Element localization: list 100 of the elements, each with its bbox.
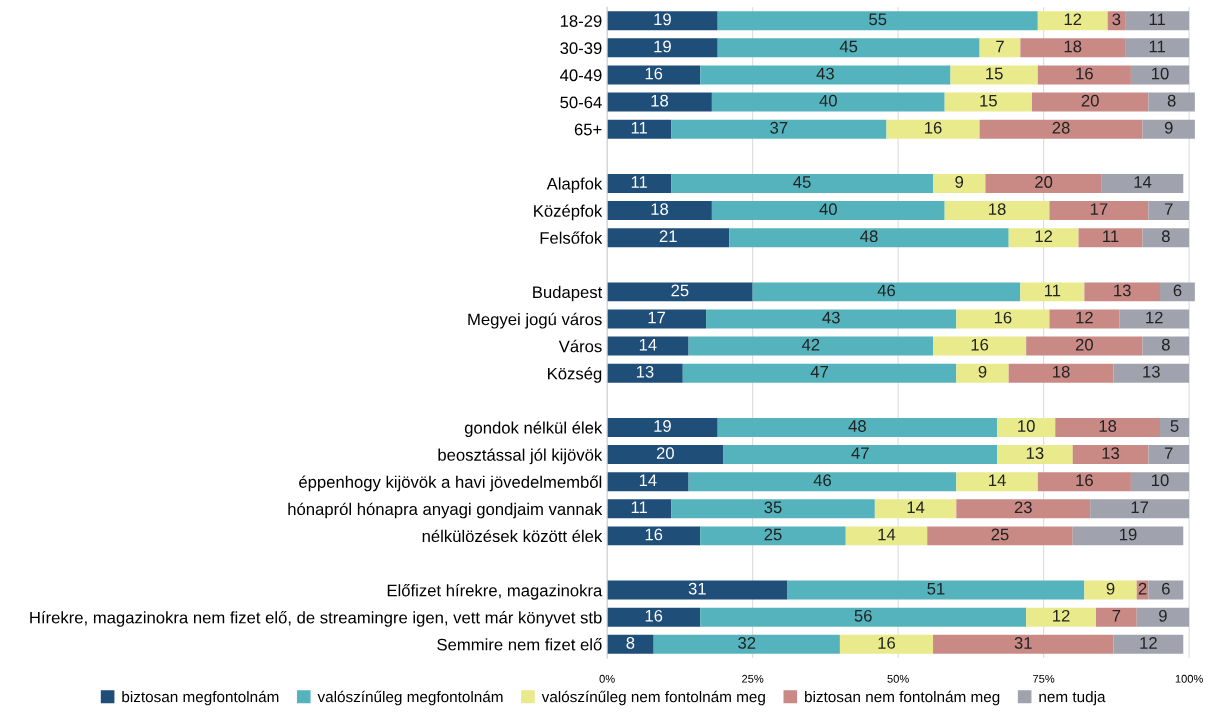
data-label: 14 [639, 474, 657, 486]
data-label: 15 [980, 94, 997, 107]
bar [1148, 445, 1190, 465]
bar [688, 336, 934, 356]
bar [1026, 607, 1096, 627]
bar [1125, 38, 1190, 58]
data-label: 23 [1014, 501, 1032, 514]
data-label: 9 [1159, 609, 1167, 622]
bar [711, 92, 945, 112]
bar [607, 38, 718, 58]
data-label: 16 [971, 338, 989, 351]
y-tick-label: Előfizet hírekre, magazinokra [387, 583, 603, 600]
bar [1160, 417, 1190, 437]
data-label: 18 [1099, 420, 1117, 432]
bar [956, 363, 1009, 383]
bar [1113, 363, 1190, 383]
data-label: 46 [877, 284, 896, 297]
data-label: 9 [955, 176, 964, 188]
bar [607, 228, 730, 248]
bar [1008, 363, 1114, 383]
data-label: 11 [1149, 13, 1165, 26]
bar [1020, 38, 1126, 58]
data-label: 16 [994, 311, 1012, 324]
data-label: 25 [991, 528, 1009, 541]
bar [1072, 526, 1184, 546]
data-label: 46 [813, 474, 831, 487]
data-label: 19 [654, 420, 671, 432]
bar [886, 119, 980, 139]
y-tick-label: Város [558, 339, 602, 353]
bar [729, 228, 1009, 248]
bar [1148, 580, 1184, 600]
data-label: 12 [1035, 230, 1053, 242]
bar [1130, 65, 1190, 85]
data-label: 11 [631, 176, 647, 188]
bar [1026, 336, 1143, 356]
bar [607, 173, 672, 193]
bar [950, 65, 1038, 85]
data-label: 8 [1167, 94, 1176, 107]
data-label: 2 [1138, 582, 1147, 595]
data-label: 7 [996, 40, 1004, 53]
bar [688, 472, 957, 492]
y-tick-label: 30-39 [560, 42, 602, 55]
bar [717, 38, 980, 58]
data-label: 11 [1103, 230, 1119, 242]
data-label: 12 [1053, 609, 1070, 622]
y-tick-label: 18-29 [560, 15, 602, 27]
data-label: 13 [1114, 284, 1131, 297]
bar [682, 363, 957, 383]
data-label: 20 [1035, 176, 1053, 188]
y-tick-label: éppenhogy kijövök a havi jövedelmemből [299, 475, 602, 492]
bar [653, 634, 840, 654]
bar [671, 119, 887, 139]
bar [711, 201, 945, 221]
data-label: 31 [688, 582, 706, 595]
y-tick-label: Semmire nem fizet elő [437, 638, 602, 651]
data-label: 8 [626, 637, 635, 649]
data-label: 12 [1064, 13, 1082, 26]
data-label: 3 [1112, 13, 1121, 26]
data-label: 11 [631, 122, 647, 134]
bar [979, 38, 1021, 58]
x-tick-label: 100% [1175, 674, 1203, 683]
data-label: 11 [1149, 40, 1165, 53]
bar [933, 173, 986, 193]
y-tick-label: beosztással jól kijövök [438, 448, 603, 465]
bar [1119, 309, 1190, 329]
bar [700, 526, 846, 546]
bar [979, 119, 1143, 139]
bar [1160, 282, 1195, 302]
bar [671, 173, 934, 193]
data-label: 13 [1143, 365, 1160, 378]
bar [607, 417, 718, 437]
bar [933, 336, 1027, 356]
bar [944, 201, 1050, 221]
data-label: 9 [1106, 582, 1115, 595]
data-label: 10 [1018, 420, 1035, 432]
bar [607, 309, 707, 329]
data-label: 11 [631, 501, 647, 514]
data-label: 10 [1152, 474, 1169, 487]
bar [944, 92, 1032, 112]
data-label: 16 [645, 528, 663, 541]
bar [1125, 11, 1190, 31]
data-label: 18 [989, 203, 1006, 216]
bar [1130, 472, 1190, 492]
data-label: 6 [1162, 582, 1170, 595]
y-tick-label: Felsőfok [540, 231, 603, 244]
data-label: 20 [656, 447, 674, 460]
bar [607, 526, 701, 546]
bar [706, 309, 957, 329]
data-label: 45 [793, 176, 811, 188]
data-label: 11 [1044, 284, 1061, 297]
bar [723, 445, 998, 465]
bar [607, 119, 672, 139]
data-label: 56 [854, 609, 872, 622]
bar [1148, 201, 1190, 221]
data-label: 14 [907, 501, 925, 514]
data-label: 20 [1075, 338, 1093, 351]
legend-label: nem tudja [1039, 691, 1106, 706]
bar [956, 499, 1091, 519]
y-tick-label: hónapról hónapra anyagi gondjaim vannak [288, 502, 603, 519]
bar [607, 363, 683, 383]
